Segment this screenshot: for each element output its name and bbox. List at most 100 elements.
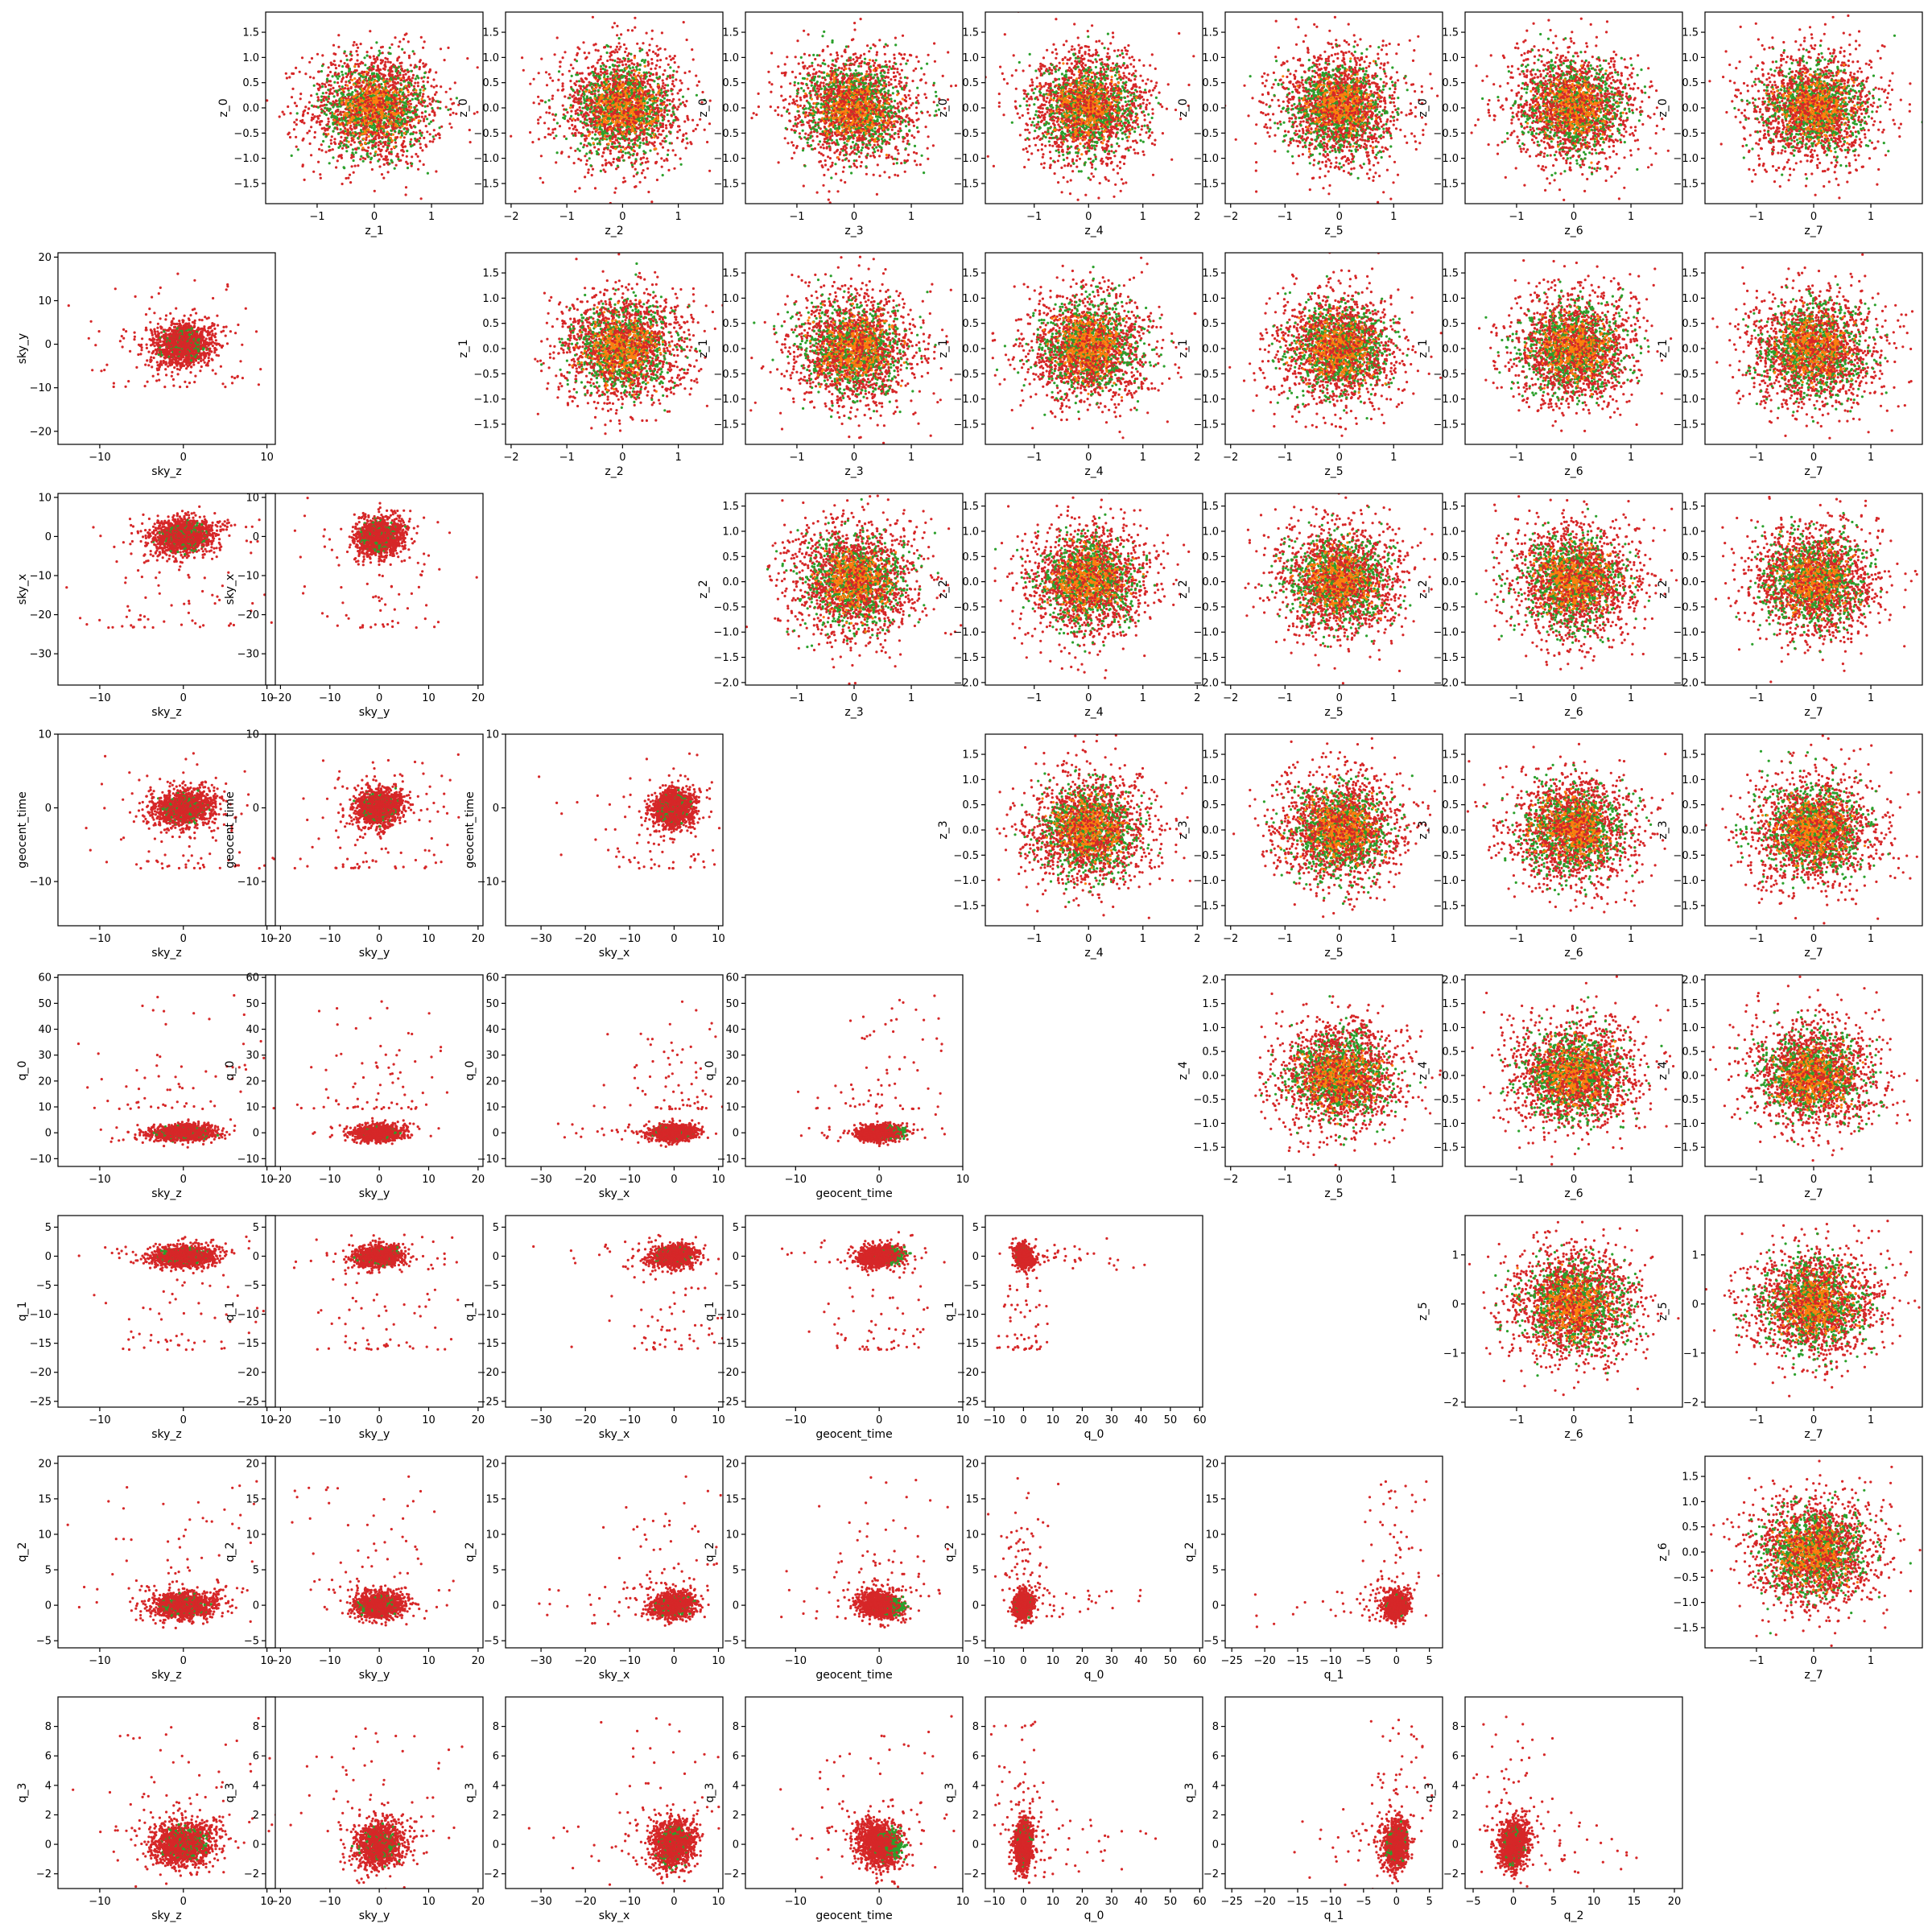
data-point	[439, 126, 441, 129]
data-point	[390, 102, 393, 105]
data-point	[679, 102, 682, 105]
data-point	[369, 125, 371, 127]
data-point	[589, 84, 592, 86]
data-point	[293, 121, 295, 123]
data-point	[604, 68, 606, 71]
data-point	[576, 118, 579, 120]
data-point	[605, 95, 608, 97]
data-point	[644, 102, 646, 105]
data-point	[384, 57, 386, 60]
data-point	[609, 152, 612, 155]
data-point	[684, 105, 687, 107]
data-point	[365, 71, 368, 73]
data-point	[321, 54, 324, 56]
data-point	[687, 88, 689, 90]
data-point	[529, 83, 531, 85]
data-point	[353, 98, 356, 101]
data-point	[393, 66, 395, 68]
data-point	[647, 64, 650, 67]
data-point	[357, 93, 360, 95]
data-point	[310, 94, 312, 97]
data-point	[561, 89, 564, 92]
data-point	[657, 108, 659, 110]
data-point	[362, 76, 365, 78]
data-point	[369, 30, 371, 32]
data-point	[304, 72, 307, 75]
data-point	[575, 109, 577, 112]
data-point	[321, 83, 324, 85]
data-point	[360, 97, 362, 99]
data-point	[398, 112, 400, 114]
data-point	[566, 111, 568, 114]
data-point	[571, 124, 573, 126]
data-point	[370, 95, 373, 97]
data-point	[357, 104, 360, 106]
data-point	[415, 153, 417, 155]
data-point	[306, 132, 308, 134]
data-point	[430, 121, 432, 123]
data-point	[336, 114, 339, 116]
data-point	[353, 141, 356, 143]
data-point	[623, 43, 625, 46]
data-point	[663, 69, 666, 72]
data-point	[339, 145, 341, 147]
data-point	[330, 64, 332, 66]
data-point	[662, 123, 664, 126]
data-point	[522, 69, 525, 72]
data-point	[367, 131, 369, 134]
data-point	[279, 115, 281, 118]
data-point	[590, 125, 592, 127]
data-point	[687, 117, 689, 119]
data-point	[607, 97, 609, 99]
data-point	[659, 142, 662, 145]
data-point	[601, 123, 603, 126]
data-point	[658, 128, 660, 130]
data-point	[387, 85, 390, 88]
data-point	[399, 126, 402, 129]
data-point	[386, 162, 388, 164]
data-point	[363, 56, 365, 59]
data-point	[320, 143, 323, 146]
data-point	[671, 83, 674, 85]
data-point	[413, 106, 415, 109]
data-point	[324, 135, 327, 138]
data-point	[311, 117, 313, 119]
data-point	[384, 114, 386, 117]
data-point	[655, 64, 658, 67]
data-point	[383, 163, 386, 166]
data-point	[592, 100, 594, 102]
data-point	[390, 73, 392, 76]
data-point	[605, 162, 608, 164]
data-point	[327, 133, 329, 135]
data-point	[329, 149, 332, 151]
data-point	[333, 60, 336, 62]
data-point	[337, 122, 340, 124]
data-point	[624, 148, 626, 151]
data-point	[320, 177, 322, 180]
data-point	[643, 133, 646, 135]
data-point	[688, 70, 691, 72]
data-point	[383, 109, 386, 112]
data-point	[612, 134, 614, 136]
data-point	[585, 122, 588, 125]
data-point	[400, 89, 402, 91]
data-point	[424, 115, 427, 118]
data-point	[655, 72, 658, 74]
data-point	[349, 59, 352, 61]
data-point	[447, 109, 449, 111]
data-point	[365, 105, 368, 107]
data-point	[559, 65, 561, 68]
data-point	[415, 140, 418, 142]
data-point	[637, 89, 639, 92]
data-point	[422, 95, 424, 97]
data-point	[370, 157, 373, 159]
data-point	[399, 136, 402, 138]
data-point	[387, 97, 390, 99]
data-point	[348, 141, 350, 143]
data-point	[406, 87, 408, 89]
data-point	[642, 107, 644, 109]
data-point	[421, 149, 423, 151]
data-point	[562, 105, 564, 107]
data-point	[644, 176, 646, 179]
data-point	[368, 90, 370, 93]
